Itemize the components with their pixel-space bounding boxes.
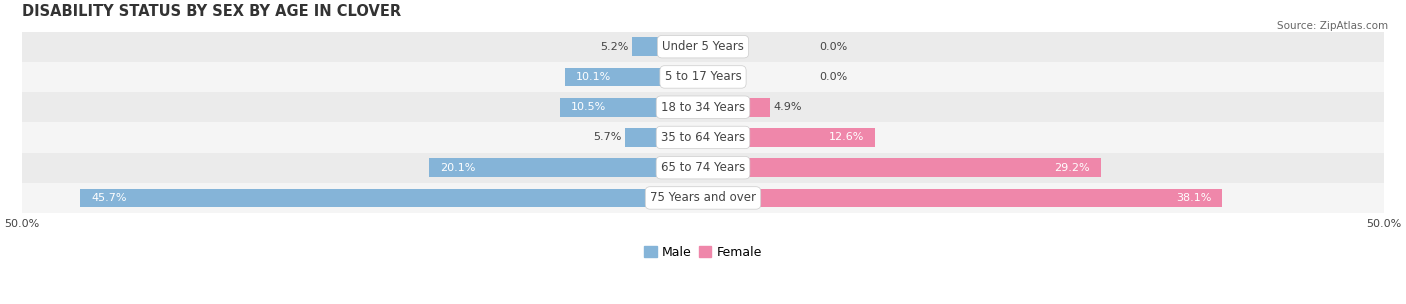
- Bar: [703, 188, 1222, 207]
- Text: 4.9%: 4.9%: [773, 102, 803, 112]
- Bar: [560, 98, 703, 116]
- Text: DISABILITY STATUS BY SEX BY AGE IN CLOVER: DISABILITY STATUS BY SEX BY AGE IN CLOVE…: [21, 4, 401, 19]
- Bar: [565, 67, 703, 86]
- Text: 20.1%: 20.1%: [440, 163, 475, 173]
- Bar: [21, 122, 1385, 153]
- Text: 65 to 74 Years: 65 to 74 Years: [661, 161, 745, 174]
- Text: 45.7%: 45.7%: [91, 193, 127, 203]
- Bar: [703, 128, 875, 147]
- Text: 0.0%: 0.0%: [818, 42, 846, 52]
- Text: 29.2%: 29.2%: [1054, 163, 1090, 173]
- Bar: [21, 32, 1385, 62]
- Text: 10.5%: 10.5%: [571, 102, 606, 112]
- Text: 35 to 64 Years: 35 to 64 Years: [661, 131, 745, 144]
- Bar: [626, 128, 703, 147]
- Bar: [703, 98, 769, 116]
- Bar: [633, 37, 703, 56]
- Text: 12.6%: 12.6%: [828, 133, 863, 143]
- Text: Source: ZipAtlas.com: Source: ZipAtlas.com: [1277, 21, 1388, 31]
- Text: 5.7%: 5.7%: [593, 133, 621, 143]
- Text: 38.1%: 38.1%: [1175, 193, 1211, 203]
- Text: 5.2%: 5.2%: [600, 42, 628, 52]
- Bar: [21, 92, 1385, 122]
- Text: 10.1%: 10.1%: [576, 72, 612, 82]
- Bar: [21, 153, 1385, 183]
- Text: 0.0%: 0.0%: [818, 72, 846, 82]
- Bar: [703, 158, 1101, 177]
- Bar: [21, 183, 1385, 213]
- Bar: [21, 62, 1385, 92]
- Text: 18 to 34 Years: 18 to 34 Years: [661, 101, 745, 114]
- Text: 5 to 17 Years: 5 to 17 Years: [665, 71, 741, 83]
- Legend: Male, Female: Male, Female: [640, 241, 766, 264]
- Bar: [429, 158, 703, 177]
- Bar: [80, 188, 703, 207]
- Text: Under 5 Years: Under 5 Years: [662, 40, 744, 53]
- Text: 75 Years and over: 75 Years and over: [650, 192, 756, 205]
